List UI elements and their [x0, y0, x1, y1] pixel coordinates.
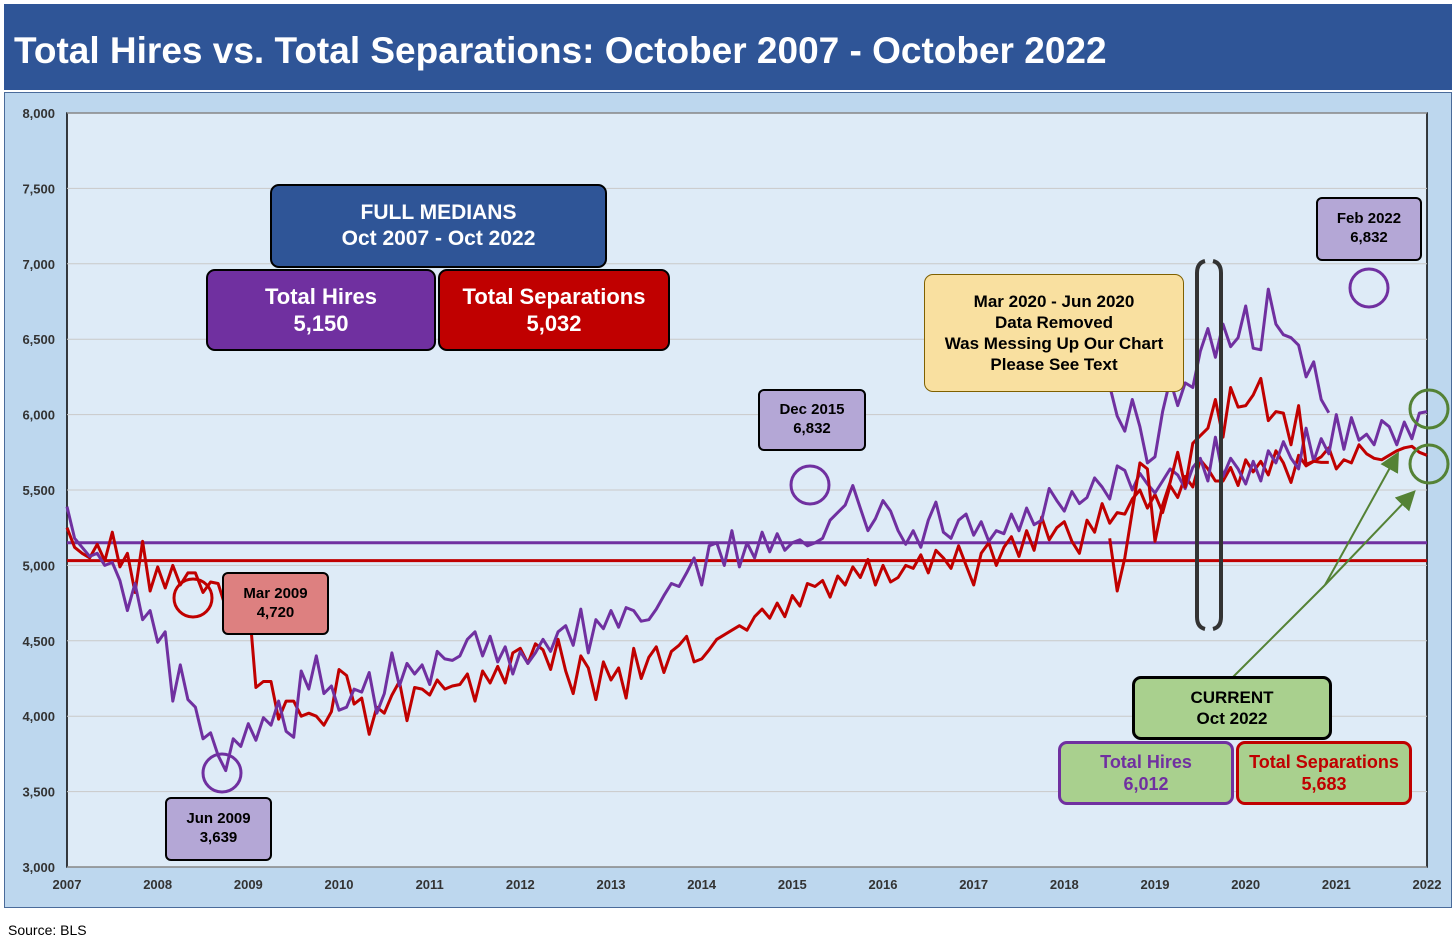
- current-arrow-stem: [1232, 584, 1326, 678]
- chart-area: 3,000 3,500 4,000 4,500 5,000 5,500 6,000 6,500…: [4, 92, 1452, 908]
- data-removed-line2: Data Removed: [994, 312, 1114, 332]
- y-tick-label: 5,000: [22, 558, 55, 573]
- x-tick-label: 2019: [1141, 877, 1170, 892]
- current-separations-label: Total Separations: [1249, 751, 1399, 772]
- y-tick-label: 3,500: [22, 785, 55, 800]
- dec2015-marker-circle: [789, 464, 831, 506]
- feb2022-value: 6,832: [1350, 229, 1388, 246]
- current-separations-marker-circle: [1408, 443, 1450, 485]
- gap-bracket-right: [1212, 259, 1223, 631]
- x-tick-label: 2016: [869, 877, 898, 892]
- medians-separations-value: 5,032: [526, 311, 582, 336]
- x-tick-label: 2013: [597, 877, 626, 892]
- gap-bracket-left: [1195, 259, 1206, 631]
- current-separations-box: Total Separations 5,683: [1236, 741, 1412, 805]
- jun2009-label: Jun 2009: [186, 810, 251, 828]
- series-hires-line: [65, 410, 1428, 773]
- chart-title: Total Hires vs. Total Separations: Octob…: [14, 30, 1107, 71]
- feb2022-marker-circle: [1348, 267, 1390, 309]
- current-arrow-hires: [1324, 451, 1399, 586]
- x-tick-label: 2007: [53, 877, 82, 892]
- y-tick-label: 7,500: [22, 181, 55, 196]
- x-tick-label: 2018: [1050, 877, 1079, 892]
- feb2022-label: Feb 2022: [1336, 210, 1402, 228]
- x-tick-label: 2017: [959, 877, 988, 892]
- jun2009-marker-circle: [201, 752, 243, 794]
- data-removed-line1: Mar 2020 - Jun 2020: [973, 291, 1135, 311]
- x-tick-label: 2015: [778, 877, 807, 892]
- current-hires-value: 6,012: [1123, 774, 1169, 794]
- data-removed-callout: Mar 2020 - Jun 2020 Data Removed Was Mes…: [924, 274, 1184, 392]
- y-tick-label: 5,500: [22, 483, 55, 498]
- x-tick-label: 2012: [506, 877, 535, 892]
- current-heading-line2: Oct 2022: [1196, 709, 1268, 728]
- jun2009-value: 3,639: [199, 829, 238, 846]
- x-tick-label: 2021: [1322, 877, 1351, 892]
- data-removed-line3: Was Messing Up Our Chart: [944, 334, 1164, 353]
- y-tick-label: 7,000: [22, 257, 55, 272]
- mar2009-value: 4,720: [256, 603, 295, 621]
- title-bar: Total Hires vs. Total Separations: Octob…: [4, 4, 1452, 90]
- current-hires-box: Total Hires 6,012: [1058, 741, 1234, 805]
- medians-separations-label: Total Separations: [462, 283, 646, 309]
- y-tick-label: 4,000: [22, 709, 55, 724]
- current-separations-value: 5,683: [1301, 774, 1347, 794]
- source-note: Source: BLS: [8, 922, 87, 938]
- current-heading-box: CURRENT Oct 2022: [1132, 676, 1332, 740]
- y-tick-label: 8,000: [22, 106, 55, 121]
- mar2009-callout: Mar 2009 4,720: [222, 572, 329, 635]
- medians-hires-box: Total Hires 5,150: [206, 269, 436, 351]
- medians-hires-label: Total Hires: [264, 283, 378, 309]
- x-tick-label: 2008: [143, 877, 172, 892]
- medians-heading-box: FULL MEDIANS Oct 2007 - Oct 2022: [270, 184, 607, 268]
- mar2009-marker-circle: [172, 577, 214, 619]
- x-tick-label: 2020: [1231, 877, 1260, 892]
- medians-heading-line1: FULL MEDIANS: [360, 200, 517, 224]
- mar2009-label: Mar 2009: [243, 584, 308, 602]
- x-tick-label: 2014: [687, 877, 717, 892]
- medians-hires-value: 5,150: [293, 311, 349, 336]
- y-tick-label: 6,500: [22, 332, 55, 347]
- data-removed-line4: Please See Text: [990, 355, 1118, 375]
- x-tick-label: 2010: [325, 877, 354, 892]
- medians-separations-box: Total Separations 5,032: [438, 269, 670, 351]
- dec2015-callout: Dec 2015 6,832: [758, 389, 866, 451]
- medians-heading-line2: Oct 2007 - Oct 2022: [341, 227, 536, 250]
- x-tick-label: 2011: [416, 877, 444, 892]
- jun2009-callout: Jun 2009 3,639: [165, 797, 272, 861]
- feb2022-callout: Feb 2022 6,832: [1316, 197, 1422, 261]
- current-hires-label: Total Hires: [1100, 751, 1192, 772]
- current-heading-line1: CURRENT: [1190, 687, 1274, 707]
- x-tick-label: 2009: [234, 877, 263, 892]
- y-tick-label: 4,500: [22, 634, 55, 649]
- y-tick-label: 6,000: [22, 408, 55, 423]
- dec2015-label: Dec 2015: [779, 401, 845, 419]
- x-tick-label: 2022: [1413, 877, 1442, 892]
- chart-svg: 3,000 3,500 4,000 4,500 5,000 5,500 6,000 6,500…: [22, 106, 1450, 892]
- dec2015-value: 6,832: [793, 420, 831, 437]
- current-arrow-separations: [1324, 490, 1416, 586]
- y-tick-label: 3,000: [22, 860, 55, 875]
- current-hires-marker-circle: [1408, 388, 1450, 430]
